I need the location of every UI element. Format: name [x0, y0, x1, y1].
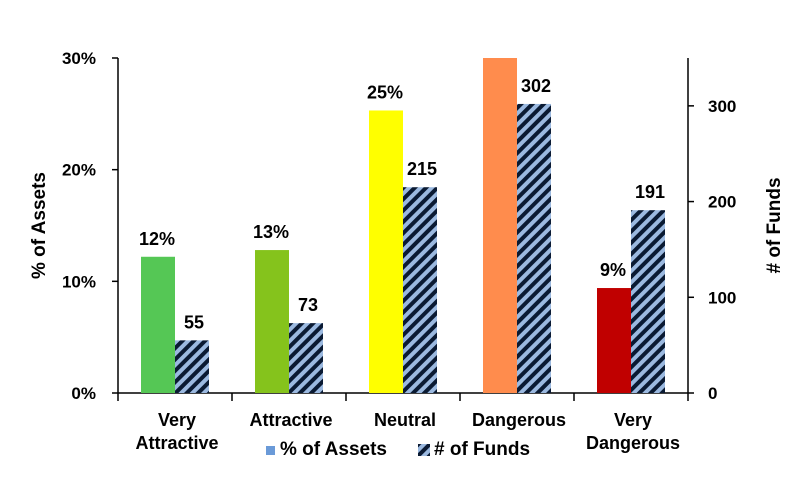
data-label-num-funds: 302 — [521, 76, 551, 96]
category-label: Dangerous — [472, 410, 566, 430]
data-label-pct-assets: 9% — [600, 260, 626, 280]
y-tick-label: 20% — [62, 161, 96, 180]
bars — [141, 58, 665, 393]
data-label-num-funds: 73 — [298, 295, 318, 315]
bar-num-funds — [403, 187, 437, 393]
y2-axis-title: # of Funds — [764, 177, 785, 273]
bar-num-funds — [289, 323, 323, 393]
legend-label-pct-assets: % of Assets — [280, 439, 387, 460]
y-tick-label: 0% — [71, 384, 96, 403]
bar-pct-assets — [255, 250, 289, 393]
bar-pct-assets — [597, 288, 631, 393]
y-tick-label: 30% — [62, 49, 96, 68]
y-axis-title: % of Assets — [29, 172, 50, 279]
bar-pct-assets — [141, 256, 175, 393]
category-label: Attractive — [135, 433, 218, 453]
data-label-pct-assets: 12% — [139, 229, 175, 249]
y2-tick-label: 0 — [708, 384, 717, 403]
category-label: Very — [158, 410, 196, 430]
category-label: Dangerous — [586, 433, 680, 453]
data-label-num-funds: 215 — [407, 159, 437, 179]
category-label: Very — [614, 410, 652, 430]
bar-pct-assets — [483, 58, 517, 393]
data-label-num-funds: 55 — [184, 312, 204, 332]
bar-num-funds — [517, 103, 551, 393]
category-label: Neutral — [374, 410, 436, 430]
y2-tick-label: 100 — [708, 288, 736, 307]
axes: 0% 10% 20% 30% 0 100 200 300 % of Assets # of Fun… — [29, 49, 785, 403]
legend: % of Assets # of Funds — [266, 439, 530, 460]
bar-num-funds — [631, 210, 665, 393]
category-label: Attractive — [249, 410, 332, 430]
y-tick-label: 10% — [62, 272, 96, 291]
legend-swatch-pct-assets — [266, 446, 275, 455]
data-label-num-funds: 191 — [635, 182, 665, 202]
data-label-pct-assets: 13% — [253, 222, 289, 242]
y2-tick-label: 300 — [708, 97, 736, 116]
data-label-pct-assets: 25% — [367, 82, 403, 102]
bar-pct-assets — [369, 110, 403, 393]
labels: 12% 55 Very Attractive 13% 73 Attractive 25% 215… — [135, 76, 680, 453]
bar-num-funds — [175, 340, 209, 393]
legend-label-num-funds: # of Funds — [434, 439, 530, 460]
legend-swatch-num-funds — [418, 444, 430, 456]
y2-tick-label: 200 — [708, 193, 736, 212]
